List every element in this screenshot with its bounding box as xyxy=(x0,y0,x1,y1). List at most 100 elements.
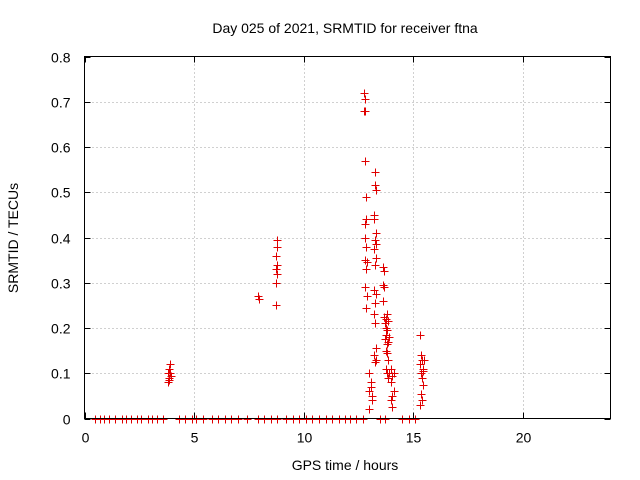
data-point xyxy=(384,338,393,347)
data-point xyxy=(383,310,392,319)
data-point xyxy=(315,415,324,424)
data-point xyxy=(382,347,391,356)
data-point xyxy=(352,415,361,424)
x-axis-label: GPS time / hours xyxy=(292,457,399,473)
data-point xyxy=(416,401,425,410)
data-point xyxy=(416,360,425,369)
data-point xyxy=(328,415,337,424)
data-point xyxy=(371,319,380,328)
data-point xyxy=(165,376,174,385)
data-point xyxy=(420,356,429,365)
data-point xyxy=(380,267,389,276)
data-point xyxy=(371,261,380,270)
data-point xyxy=(295,415,304,424)
data-point xyxy=(361,107,370,116)
data-point xyxy=(390,387,399,396)
data-point xyxy=(361,234,370,243)
data-point xyxy=(272,279,281,288)
data-point xyxy=(370,310,379,319)
data-point xyxy=(388,403,397,412)
data-point xyxy=(372,356,381,365)
data-point xyxy=(166,360,175,369)
data-points xyxy=(91,89,429,424)
data-point xyxy=(361,283,370,292)
data-point xyxy=(416,331,425,340)
data-point xyxy=(372,254,381,263)
data-point xyxy=(362,265,371,274)
data-point xyxy=(272,265,281,274)
y-tick-label: 0.7 xyxy=(51,95,71,111)
x-axis: 0 5 10 15 20 xyxy=(82,56,531,446)
data-point xyxy=(398,415,407,424)
y-tick-label: 0 xyxy=(63,412,71,428)
data-point xyxy=(282,415,291,424)
data-point xyxy=(360,89,369,98)
data-point xyxy=(372,229,381,238)
data-point xyxy=(372,240,381,249)
data-point xyxy=(159,415,168,424)
data-point xyxy=(385,333,394,342)
data-point xyxy=(370,245,379,254)
data-point xyxy=(273,243,282,252)
data-point xyxy=(362,304,371,313)
data-point xyxy=(227,415,236,424)
data-point xyxy=(383,326,392,335)
data-point xyxy=(379,263,388,272)
data-point xyxy=(372,186,381,195)
data-point xyxy=(243,415,252,424)
x-tick-label: 15 xyxy=(406,430,422,446)
data-point xyxy=(388,392,397,401)
data-point xyxy=(384,317,393,326)
data-point xyxy=(417,369,426,378)
data-point xyxy=(368,392,377,401)
data-point xyxy=(214,415,223,424)
data-point xyxy=(384,356,393,365)
data-point xyxy=(234,415,243,424)
data-point xyxy=(371,299,380,308)
data-point xyxy=(361,95,370,104)
data-point xyxy=(273,415,282,424)
data-point xyxy=(365,387,374,396)
data-point xyxy=(367,383,376,392)
data-point xyxy=(372,290,381,299)
data-point xyxy=(381,415,390,424)
y-axis-label: SRMTID / TECUs xyxy=(5,183,21,293)
y-axis: 0 0.1 0.2 0.3 0.4 0.5 0.6 0.7 0.8 xyxy=(51,50,611,428)
y-tick-label: 0.2 xyxy=(51,321,71,337)
data-point xyxy=(383,349,392,358)
data-point xyxy=(192,415,201,424)
data-point xyxy=(419,381,428,390)
data-point xyxy=(260,415,269,424)
data-point xyxy=(390,369,399,378)
data-point xyxy=(137,415,146,424)
x-tick-label: 10 xyxy=(297,430,313,446)
data-point xyxy=(370,215,379,224)
data-point xyxy=(181,415,190,424)
y-tick-label: 0.4 xyxy=(51,231,71,247)
data-point xyxy=(372,344,381,353)
data-point xyxy=(419,367,428,376)
plot-frame xyxy=(84,56,611,419)
data-point xyxy=(382,324,391,333)
data-point xyxy=(111,415,120,424)
y-tick-label: 0.5 xyxy=(51,185,71,201)
data-point xyxy=(382,315,391,324)
data-point xyxy=(383,340,392,349)
data-point xyxy=(370,286,379,295)
grid-lines xyxy=(84,56,611,419)
data-point xyxy=(371,181,380,190)
data-point xyxy=(362,215,371,224)
data-point xyxy=(371,168,380,177)
data-point xyxy=(371,236,380,245)
data-point xyxy=(272,301,281,310)
data-point xyxy=(308,415,317,424)
data-point xyxy=(379,297,388,306)
data-point xyxy=(363,258,372,267)
data-point xyxy=(361,220,370,229)
data-point xyxy=(363,292,372,301)
data-point xyxy=(418,374,427,383)
data-point xyxy=(379,281,388,290)
data-point xyxy=(365,405,374,414)
data-point xyxy=(362,193,371,202)
